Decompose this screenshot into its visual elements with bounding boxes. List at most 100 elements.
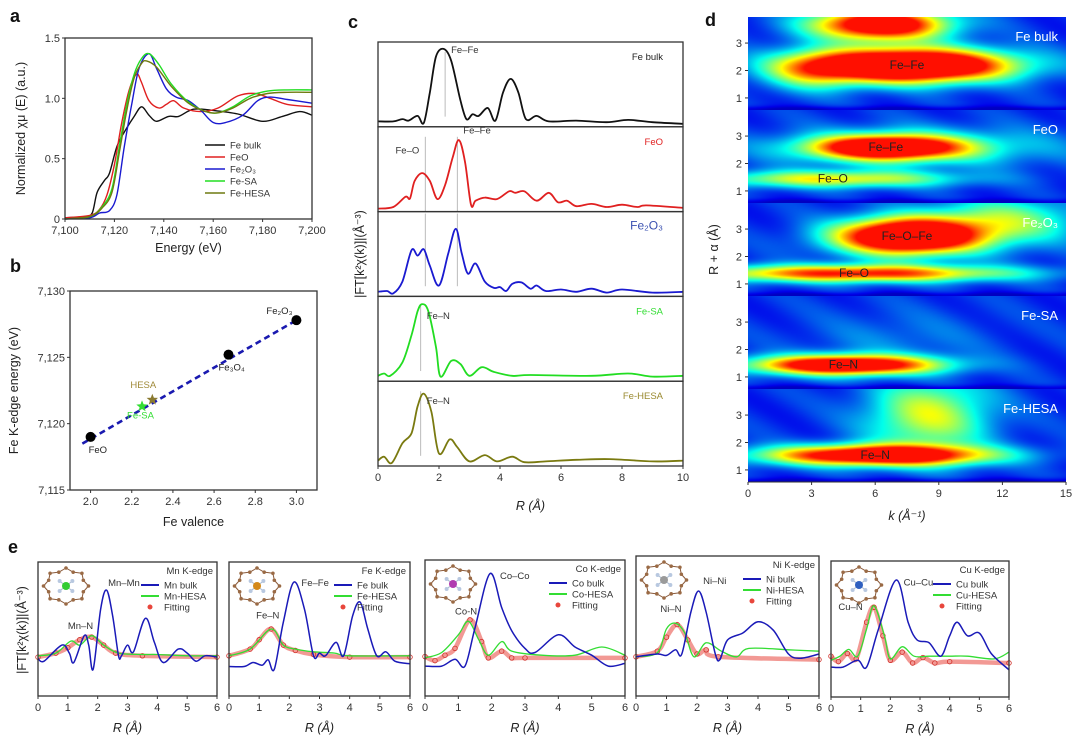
x-tick-label: 3 [917, 703, 923, 715]
carbon-atom [86, 584, 91, 588]
fit-line [81, 319, 298, 445]
fitting-point [844, 650, 851, 657]
nitrogen-atom [444, 586, 449, 591]
molecule-inset-icon [232, 566, 282, 606]
x-tick-label: 7,160 [199, 225, 227, 237]
heatmap-3 [748, 296, 1066, 389]
legend-swatch [939, 603, 945, 609]
heatmap-title: Fe₂O₃ [1022, 215, 1058, 230]
carbon-atom [239, 571, 243, 576]
carbon-atom [473, 582, 478, 586]
legend-label: Mn-HESA [164, 592, 207, 603]
feature-label: Fe–N [829, 358, 858, 372]
nitrogen-atom [261, 579, 266, 584]
carbon-atom [467, 569, 471, 574]
data-point [223, 349, 234, 360]
carbon-atom [850, 569, 854, 573]
panel-label-d: d [705, 10, 716, 30]
peak-label: Cu–Cu [904, 577, 934, 588]
carbon-atom [679, 572, 684, 577]
carbon-atom [458, 568, 462, 572]
y-tick-label: 7,120 [37, 419, 65, 431]
carbon-atom [646, 590, 650, 595]
y-tick-label: 0 [54, 214, 60, 226]
x-tick-label: 0 [745, 488, 751, 500]
x-tick-label: 4 [497, 472, 503, 484]
x-tick-label: 0 [422, 702, 428, 714]
nitrogen-atom [70, 579, 75, 584]
y-axis-label: R + α (Å) [706, 224, 721, 275]
x-tick-label: 1 [663, 702, 669, 714]
carbon-atom [80, 571, 84, 576]
fitting-curve [829, 604, 1010, 666]
carbon-atom [669, 592, 673, 596]
carbon-atom [237, 589, 242, 594]
carbon-atom [874, 577, 879, 582]
legend-label: Mn bulk [164, 581, 198, 592]
carbon-atom [435, 569, 439, 574]
x-tick-label: 5 [785, 702, 791, 714]
x-tick-label: 6 [214, 702, 220, 714]
y-tick-label: 1 [736, 465, 742, 477]
x-tick-label: 5 [184, 702, 190, 714]
carbon-atom [678, 565, 682, 570]
x-tick-label: 15 [1060, 488, 1072, 500]
x-tick-label: 2 [694, 702, 700, 714]
feature-label: Fe–Fe [890, 58, 925, 72]
series-line-1 [377, 139, 684, 210]
bulk-curve [635, 590, 820, 662]
x-tick-label: 6 [558, 472, 564, 484]
y-tick-label: 2 [736, 251, 742, 263]
series-line-0 [64, 106, 313, 219]
x-tick-label: 2.0 [83, 496, 98, 508]
peak-label: Co-N [455, 606, 477, 617]
x-tick-label: 2 [95, 702, 101, 714]
legend-swatch [555, 602, 561, 608]
fitting-point [946, 658, 953, 665]
legend-label: Fe-HESA [357, 592, 398, 603]
point-label: Fe₃O₄ [218, 363, 244, 374]
carbon-atom [255, 602, 259, 606]
bulk-curve [37, 589, 218, 671]
peak-label: Mn–N [68, 621, 93, 632]
molecule-inset-icon [41, 566, 91, 606]
x-tick-label: 3 [522, 702, 528, 714]
legend-swatch [340, 604, 346, 610]
metal-atom [62, 582, 70, 590]
carbon-atom [248, 570, 252, 574]
fitting-point [139, 653, 146, 659]
carbon-atom [271, 571, 275, 576]
carbon-atom [874, 588, 879, 593]
legend-label: Co bulk [572, 579, 604, 590]
fitting-point [442, 652, 448, 658]
carbon-atom [239, 596, 243, 601]
fitting-point [887, 657, 894, 663]
peak-label: Fe–N [427, 396, 450, 407]
x-tick-label: 7,100 [51, 225, 79, 237]
carbon-atom [232, 584, 237, 588]
panel-c-subframe [377, 380, 684, 467]
carbon-atom [468, 576, 473, 581]
y-tick-label: 1.5 [45, 33, 60, 45]
carbon-atom [271, 596, 275, 601]
x-tick-label: 4 [555, 702, 561, 714]
legend-swatch [749, 598, 755, 604]
feature-label: Fe–O [839, 266, 869, 280]
carbon-atom [262, 570, 266, 574]
x-tick-label: 9 [936, 488, 942, 500]
peak-label: Fe–N [256, 610, 279, 621]
carbon-atom [834, 583, 839, 587]
series-line-4 [64, 59, 313, 220]
x-tick-label: 3.0 [289, 496, 304, 508]
y-tick-label: 1 [736, 279, 742, 291]
x-tick-label: 6 [816, 702, 822, 714]
fitting-point [346, 654, 353, 660]
x-tick-label: 5 [976, 703, 982, 715]
peak-label: Fe–N [427, 311, 450, 322]
carbon-atom [662, 596, 666, 600]
y-tick-label: 3 [736, 224, 742, 236]
series-name: FeO [645, 137, 663, 148]
y-tick-label: 7,125 [37, 352, 65, 364]
legend-label: Fe bulk [230, 141, 261, 152]
carbon-atom [451, 600, 455, 604]
